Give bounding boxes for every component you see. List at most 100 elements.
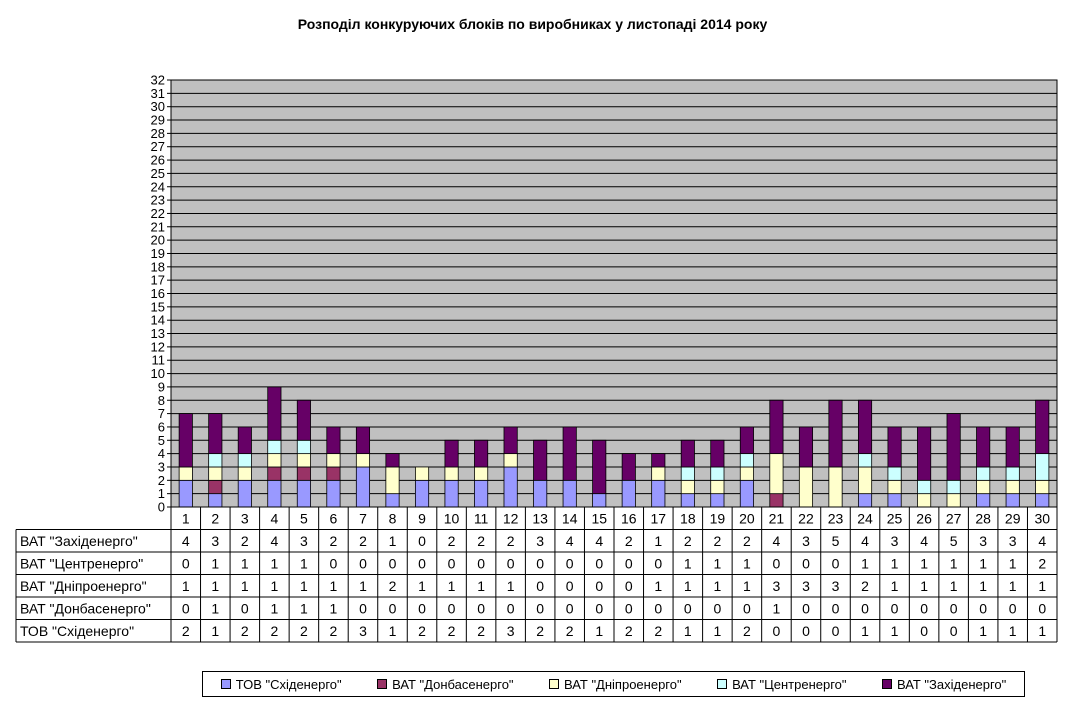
table-cell: 0 [861, 600, 869, 616]
y-tick-label: 19 [151, 246, 165, 261]
table-cell: 1 [507, 578, 515, 594]
y-tick-label: 30 [151, 99, 165, 114]
x-tick-label: 2 [211, 510, 219, 526]
bar-zakh-8 [385, 453, 400, 468]
bar-zakh-28 [976, 426, 991, 468]
x-tick-label: 10 [444, 510, 460, 526]
bar-donbas-21 [769, 493, 784, 508]
table-cell: 0 [418, 533, 426, 549]
bar-zakh-29 [1005, 426, 1020, 468]
table-cell: 1 [684, 578, 692, 594]
bar-zakh-21 [769, 399, 784, 455]
legend-label: ВАТ "Дніпроенерго" [564, 676, 682, 692]
x-tick-label: 17 [651, 510, 667, 526]
table-cell: 3 [507, 623, 515, 639]
table-cell: 1 [211, 555, 219, 571]
x-tick-label: 26 [916, 510, 932, 526]
table-cell: 0 [625, 555, 633, 571]
bar-zakh-14 [562, 426, 577, 481]
table-cell: 0 [625, 578, 633, 594]
table-cell: 1 [211, 623, 219, 639]
bar-schid-29 [1005, 493, 1020, 508]
table-cell: 1 [713, 623, 721, 639]
y-tick-label: 4 [158, 446, 165, 461]
x-tick-label: 23 [828, 510, 844, 526]
table-cell: 2 [507, 533, 515, 549]
bar-schid-20 [739, 479, 754, 508]
table-cell: 1 [920, 578, 928, 594]
x-tick-label: 5 [300, 510, 308, 526]
bar-schid-9 [414, 479, 430, 508]
bar-dnipro-8 [385, 466, 400, 495]
table-cell: 0 [507, 555, 515, 571]
table-cell: 1 [389, 533, 397, 549]
table-cell: 1 [891, 555, 899, 571]
chart-area: 0123456789101112131415161718192021222324… [15, 73, 1058, 643]
x-tick-label: 4 [270, 510, 278, 526]
table-cell: 0 [920, 623, 928, 639]
x-tick-label: 15 [591, 510, 607, 526]
legend: ТОВ "Східенерго" ВАТ "Донбасенерго" ВАТ "Д… [202, 671, 1025, 697]
bar-schid-28 [976, 493, 991, 508]
y-tick-label: 0 [158, 500, 165, 515]
table-cell: 1 [654, 578, 662, 594]
table-cell: 3 [802, 578, 810, 594]
y-tick-label: 26 [151, 153, 165, 168]
bar-schid-5 [296, 479, 311, 508]
bar-schid-15 [592, 493, 607, 508]
bar-zakh-15 [592, 439, 607, 495]
table-cell: 1 [773, 600, 781, 616]
x-tick-label: 30 [1034, 510, 1050, 526]
table-cell: 2 [448, 533, 456, 549]
y-tick-label: 9 [158, 379, 165, 394]
table-cell: 2 [389, 578, 397, 594]
bar-schid-30 [1035, 493, 1050, 508]
y-tick-label: 21 [151, 219, 165, 234]
bar-dnipro-24 [857, 466, 873, 495]
bar-dnipro-29 [1005, 479, 1020, 495]
y-tick-label: 6 [158, 419, 165, 434]
table-cell: 0 [832, 600, 840, 616]
table-cell: 3 [211, 533, 219, 549]
x-tick-label: 12 [503, 510, 519, 526]
bar-zakh-19 [710, 439, 725, 468]
table-cell: 0 [595, 578, 603, 594]
chart-title: Розподіл конкуруючих блоків по виробника… [297, 16, 768, 32]
y-tick-label: 18 [151, 259, 165, 274]
table-cell: 1 [654, 533, 662, 549]
table-cell: 2 [743, 533, 751, 549]
legend-label: ВАТ "Донбасенерго" [392, 676, 514, 692]
table-cell: 2 [625, 533, 633, 549]
y-tick-label: 8 [158, 393, 165, 408]
table-cell: 0 [713, 600, 721, 616]
bar-schid-6 [326, 479, 341, 508]
bar-schid-18 [680, 493, 695, 508]
table-cell: 1 [418, 578, 426, 594]
table-cell: 0 [359, 600, 367, 616]
table-cell: 1 [211, 578, 219, 594]
table-cell: 1 [270, 555, 278, 571]
table-cell: 1 [448, 578, 456, 594]
y-tick-label: 27 [151, 139, 165, 154]
table-cell: 0 [418, 600, 426, 616]
table-cell: 0 [891, 600, 899, 616]
legend-item-schid: ТОВ "Східенерго" [220, 677, 342, 692]
table-cell: 3 [536, 533, 544, 549]
table-cell: 2 [654, 623, 662, 639]
table-cell: 0 [832, 623, 840, 639]
bar-schid-10 [444, 479, 459, 508]
bar-donbas-5 [296, 466, 311, 481]
legend-swatch [377, 679, 388, 689]
bar-dnipro-1 [178, 466, 193, 481]
table-cell: 3 [1009, 533, 1017, 549]
table-cell: 1 [684, 623, 692, 639]
bar-zakh-16 [621, 453, 636, 481]
table-cell: 4 [920, 533, 928, 549]
table-cell: 1 [211, 600, 219, 616]
table-cell: 2 [1038, 555, 1046, 571]
table-cell: 1 [743, 578, 751, 594]
y-tick-label: 24 [151, 179, 165, 194]
table-cell: 3 [773, 578, 781, 594]
table-row-label: ВАТ "Дніпроенерго" [20, 578, 147, 594]
table-cell: 0 [773, 623, 781, 639]
